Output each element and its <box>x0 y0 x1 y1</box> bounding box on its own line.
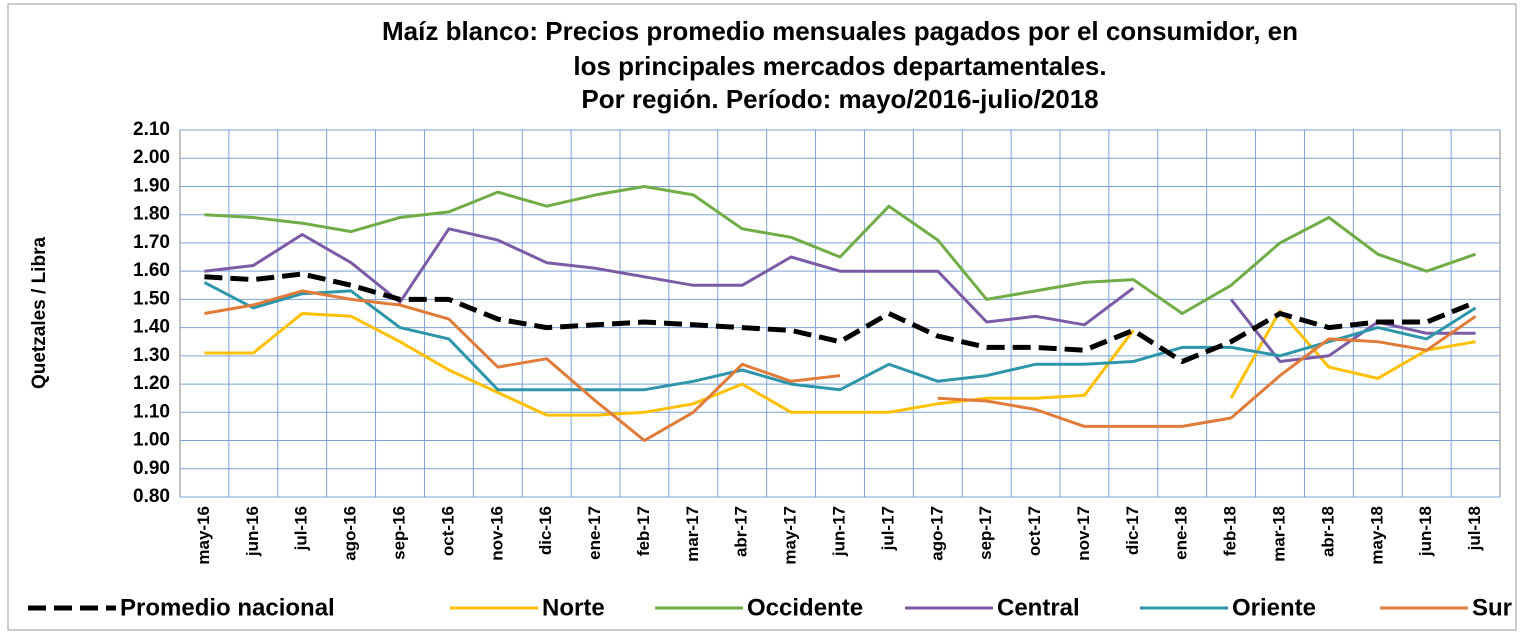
y-tick-label: 0.90 <box>133 458 170 479</box>
x-tick-label: mar-18 <box>1269 506 1288 562</box>
x-tick-label: feb-17 <box>634 506 653 556</box>
y-tick-label: 1.60 <box>133 260 170 281</box>
x-tick-label: mar-17 <box>683 506 702 562</box>
series-line <box>203 281 1477 392</box>
chart-title: los principales mercados departamentales… <box>573 51 1106 81</box>
x-tick-label: sep-16 <box>389 506 408 560</box>
y-tick-label: 1.70 <box>133 232 170 253</box>
x-tick-label: may-16 <box>194 506 213 565</box>
x-tick-label: ene-17 <box>585 506 604 560</box>
x-tick-label: ago-16 <box>341 506 360 561</box>
legend-label: Central <box>997 594 1080 621</box>
legend-label: Occidente <box>747 594 863 621</box>
x-tick-label: jul-18 <box>1465 506 1484 551</box>
legend-label: Norte <box>542 594 605 621</box>
x-tick-label: sep-17 <box>976 506 995 560</box>
y-tick-label: 1.90 <box>133 175 170 196</box>
x-tick-label: may-18 <box>1367 506 1386 565</box>
x-tick-label: oct-16 <box>438 506 457 556</box>
x-tick-label: jun-17 <box>829 506 848 557</box>
x-tick-label: nov-16 <box>487 506 506 561</box>
y-tick-label: 2.00 <box>133 147 170 168</box>
legend-label: Oriente <box>1232 594 1316 621</box>
x-tick-label: ene-18 <box>1172 506 1191 560</box>
y-axis-label: Quetzales / Libra <box>29 237 50 389</box>
x-tick-label: dic-16 <box>536 506 555 555</box>
y-tick-label: 2.10 <box>133 119 170 140</box>
x-tick-label: jul-16 <box>292 506 311 551</box>
y-tick-label: 1.80 <box>133 204 170 225</box>
x-tick-label: jul-17 <box>878 506 897 551</box>
x-tick-label: jun-18 <box>1416 506 1435 557</box>
x-tick-label: nov-17 <box>1074 506 1093 561</box>
x-tick-label: jun-16 <box>243 506 262 557</box>
series-line <box>204 271 1477 364</box>
y-tick-label: 1.10 <box>133 401 170 422</box>
x-tick-label: may-17 <box>781 506 800 565</box>
y-tick-label: 1.40 <box>133 317 170 338</box>
x-tick-label: abr-18 <box>1318 506 1337 557</box>
series-line <box>204 289 1477 442</box>
series-line <box>204 185 1477 315</box>
y-tick-label: 1.30 <box>133 345 170 366</box>
chart-title: Por región. Período: mayo/2016-julio/201… <box>581 84 1098 114</box>
y-tick-label: 1.00 <box>133 430 170 451</box>
x-tick-label: abr-17 <box>732 506 751 557</box>
y-tick-label: 1.20 <box>133 373 170 394</box>
chart-title: Maíz blanco: Precios promedio mensuales … <box>382 16 1298 46</box>
x-tick-label: dic-17 <box>1123 506 1142 555</box>
x-tick-label: ago-17 <box>927 506 946 561</box>
legend-label: Sur <box>1472 594 1512 621</box>
y-tick-label: 0.80 <box>133 486 170 507</box>
legend-label: Promedio nacional <box>120 594 335 621</box>
x-tick-label: oct-17 <box>1025 506 1044 556</box>
y-tick-label: 1.50 <box>133 288 170 309</box>
x-tick-label: feb-18 <box>1221 506 1240 556</box>
plot-area <box>179 129 1501 498</box>
